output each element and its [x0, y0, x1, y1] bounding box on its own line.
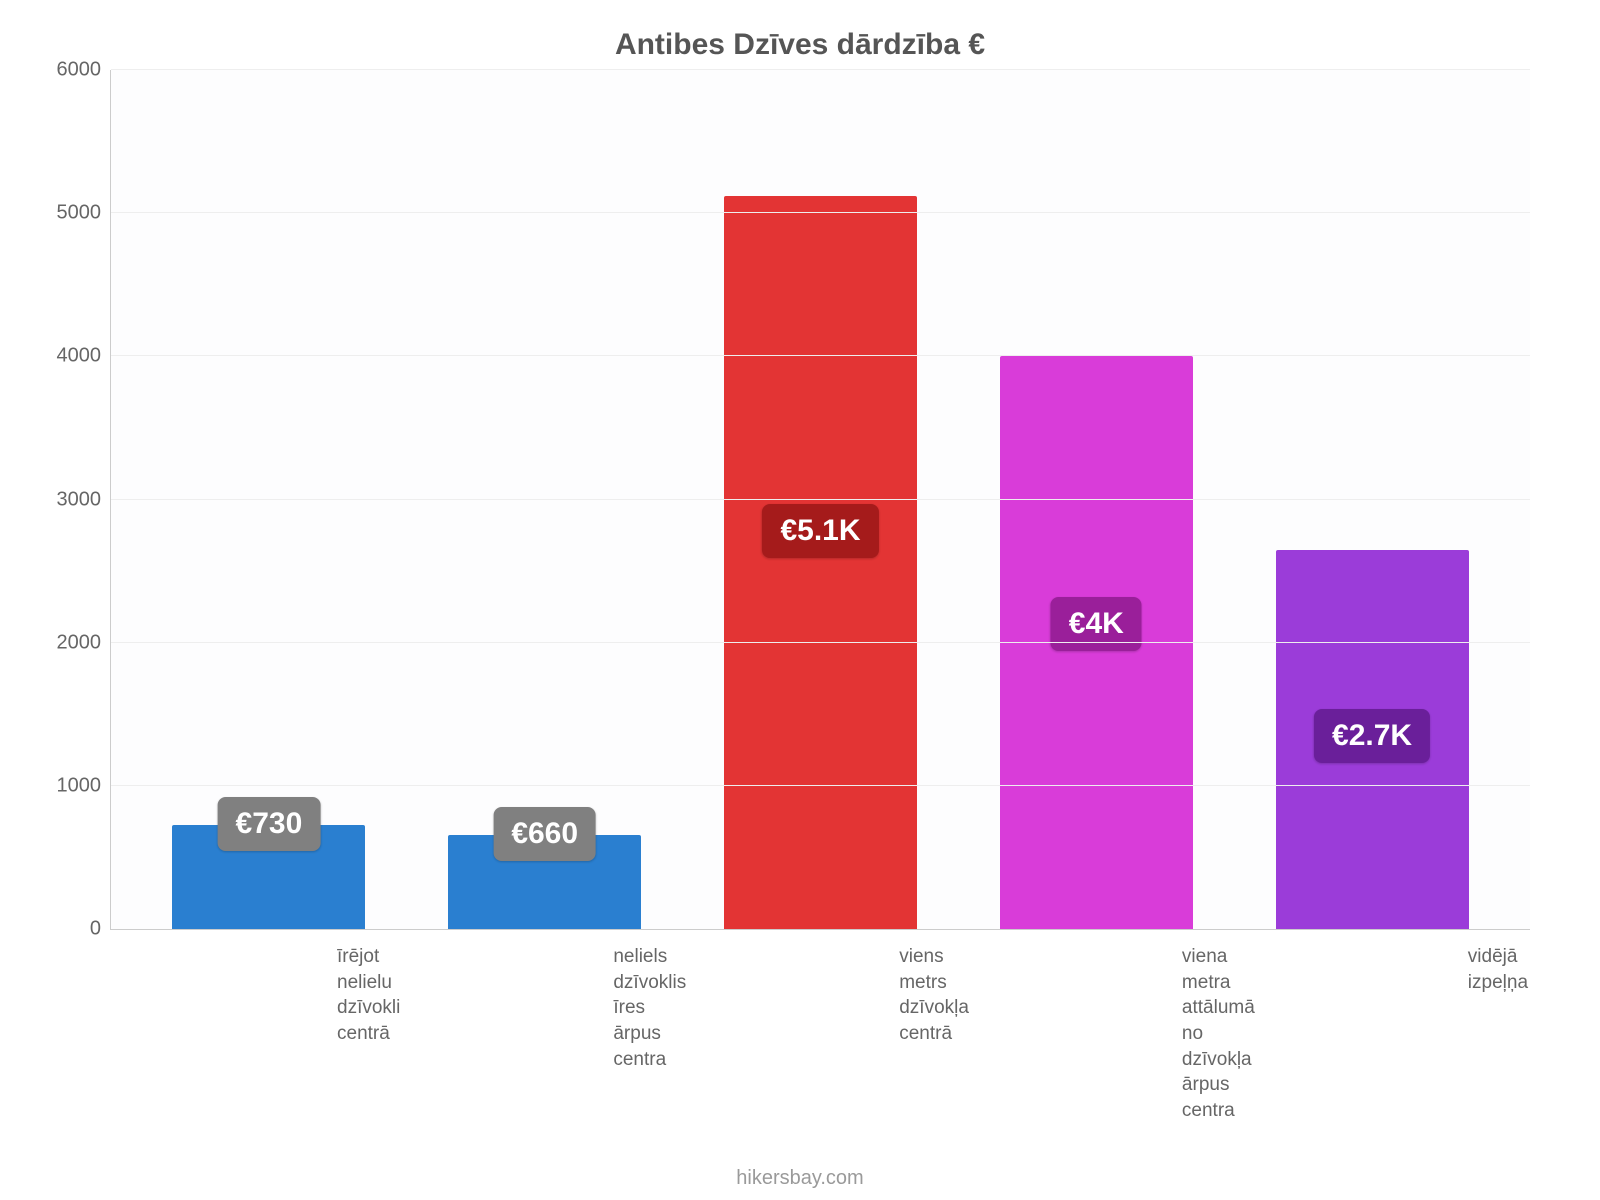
bar-slot: €4K	[958, 70, 1234, 929]
gridline	[111, 69, 1530, 70]
x-tick-label: īrējot nelielu dzīvokli centrā	[130, 944, 406, 1123]
y-tick-label: 0	[41, 918, 101, 941]
bar: €4K	[1000, 356, 1193, 929]
x-tick-label: neliels dzīvoklis īres ārpus centra	[406, 944, 692, 1123]
gridline	[111, 499, 1530, 500]
chart-title: Antibes Dzīves dārdzība €	[40, 28, 1560, 62]
gridline	[111, 642, 1530, 643]
bar: €5.1K	[724, 196, 917, 929]
x-tick-label: viens metrs dzīvokļa centrā	[692, 944, 975, 1123]
gridline	[111, 785, 1530, 786]
bar: €730	[172, 825, 365, 930]
y-tick-label: 3000	[41, 488, 101, 511]
value-badge: €660	[493, 807, 596, 861]
gridline	[111, 355, 1530, 356]
value-badge: €4K	[1051, 597, 1142, 651]
y-tick-label: 5000	[41, 202, 101, 225]
x-tick-label: viena metra attālumā no dzīvokļa ārpus c…	[975, 944, 1261, 1123]
y-tick-label: 6000	[41, 59, 101, 82]
bar: €2.7K	[1276, 550, 1469, 929]
x-axis-labels: īrējot nelielu dzīvokli centrāneliels dz…	[110, 930, 1530, 1123]
value-badge: €2.7K	[1314, 709, 1430, 763]
bar-slot: €5.1K	[683, 70, 959, 929]
y-tick-label: 1000	[41, 774, 101, 797]
attribution-text: hikersbay.com	[40, 1167, 1560, 1190]
y-tick-label: 4000	[41, 345, 101, 368]
x-tick-label: vidējā izpeļņa	[1261, 944, 1534, 1123]
bar-slot: €730	[131, 70, 407, 929]
bars-group: €730 €660 €5.1K €4K €2.7K	[111, 70, 1530, 929]
plot-area: €730€660€5.1K€4K€2.7K 010002000300040005…	[110, 70, 1530, 930]
value-badge: €5.1K	[762, 504, 878, 558]
bar-slot: €660	[407, 70, 683, 929]
gridline	[111, 212, 1530, 213]
y-tick-label: 2000	[41, 631, 101, 654]
bar: €660	[448, 835, 641, 929]
value-badge: €730	[218, 797, 321, 851]
bar-slot: €2.7K	[1234, 70, 1510, 929]
chart-container: Antibes Dzīves dārdzība € €730€660€5.1K€…	[0, 0, 1600, 1200]
